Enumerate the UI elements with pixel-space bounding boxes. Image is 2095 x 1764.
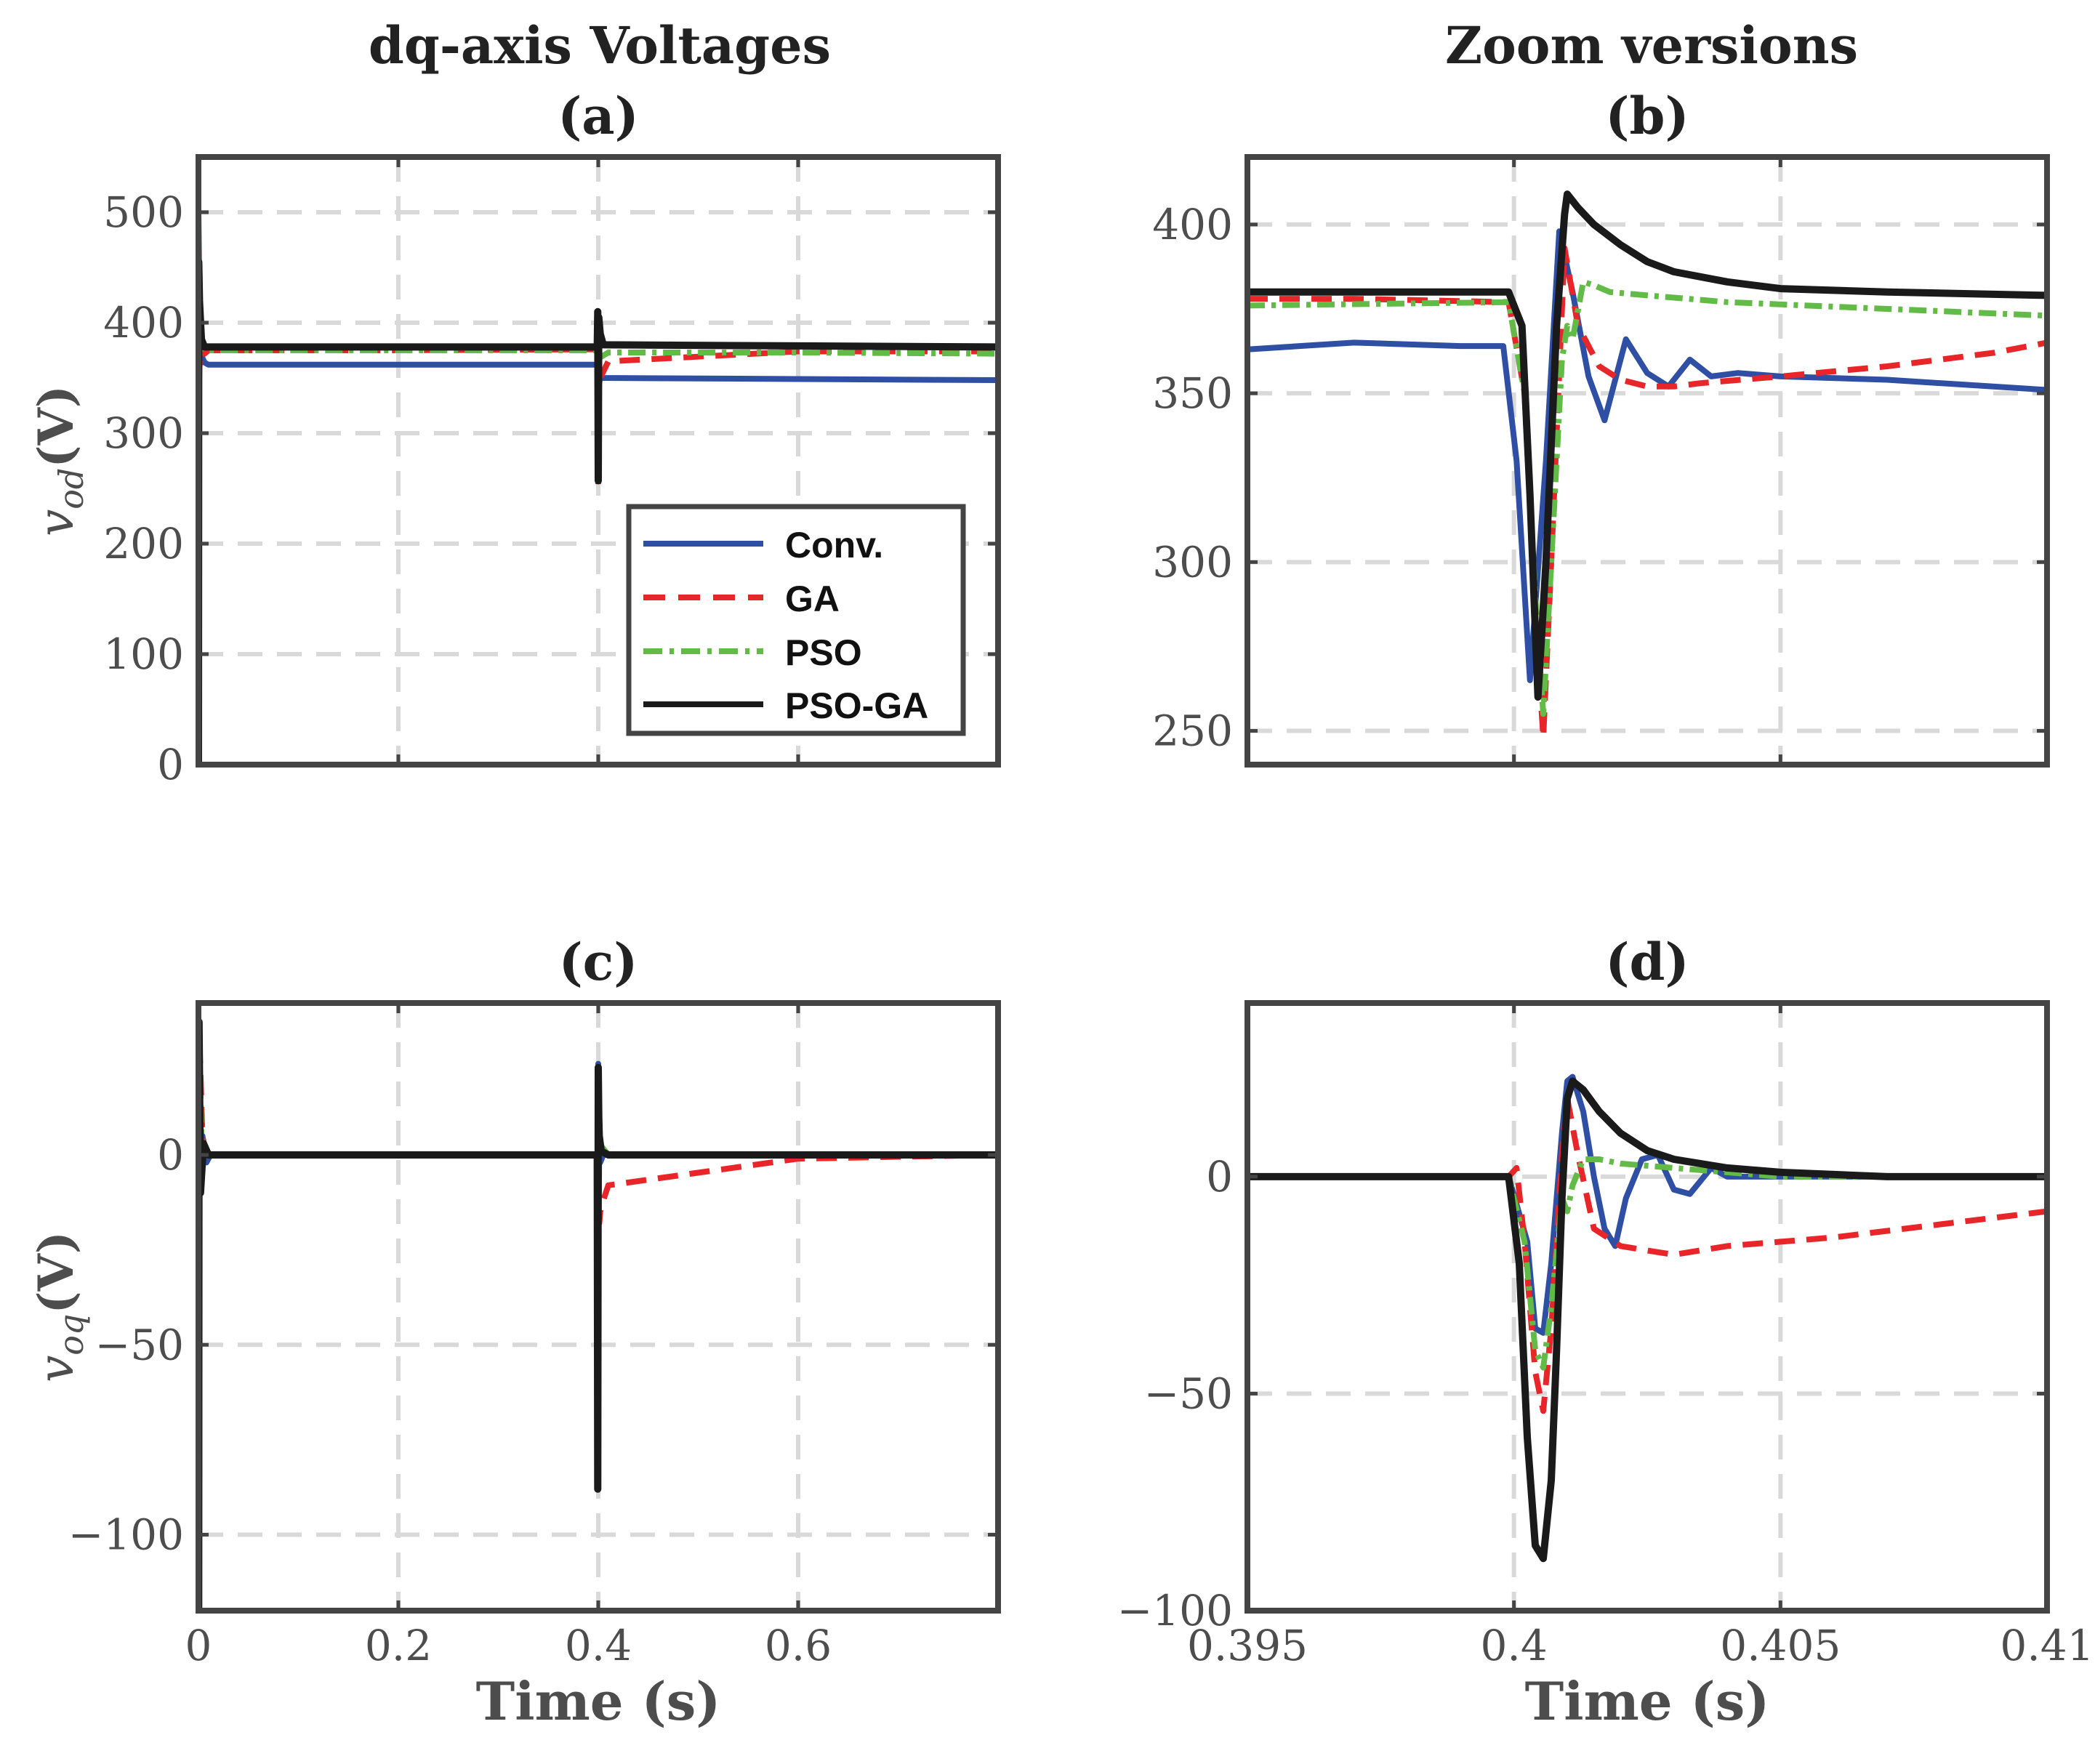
legend-label-ga: GA (785, 579, 840, 619)
y-tick-label: −100 (1117, 1586, 1233, 1635)
x-tick-label: 0.4 (565, 1621, 632, 1670)
y-tick-label: −50 (95, 1320, 184, 1369)
y-tick-label: 400 (103, 298, 184, 347)
series-line-pso (1247, 278, 2047, 717)
y-tick-label: 200 (103, 519, 184, 568)
x-axis-label: Time (s) (1525, 1670, 1770, 1732)
y-axis-label-unit: (V) (28, 1231, 84, 1314)
x-tick-label: 0.2 (365, 1621, 432, 1670)
y-tick-label: −100 (68, 1510, 184, 1560)
x-tick-label: 0.41 (2000, 1621, 2094, 1670)
legend-label-pso-ga: PSO-GA (785, 685, 928, 726)
series-line-conv (1247, 1074, 2047, 1336)
panel-d: 0.395 0.4 0.405 0.41 −100 −50 0 (d) Time (s) (1117, 932, 2094, 1732)
panel-title: (c) (559, 932, 638, 992)
x-tick-label: 0.405 (1720, 1621, 1841, 1670)
y-tick-label: 100 (103, 629, 184, 679)
figure-title: dq-axis Voltages (369, 15, 831, 76)
y-tick-label: 0 (1206, 1152, 1233, 1201)
panel-a: 0 100 200 300 400 500 (a) vod(V) (28, 86, 1001, 789)
y-tick-label: 400 (1152, 200, 1233, 249)
series-line-pso-ga (1247, 190, 2047, 701)
y-axis-label-unit: (V) (28, 385, 84, 468)
panel-b: 250 300 350 400 (b) (1152, 86, 2050, 768)
panel-c: 0 0.2 0.4 0.6 −100 −50 0 (c) Time (s) voq(V) (28, 932, 1001, 1732)
y-tick-label: −50 (1144, 1369, 1233, 1418)
series-group (1247, 1074, 2047, 1563)
legend-label-conv: Conv. (785, 525, 883, 565)
y-tick-label: 250 (1152, 706, 1233, 756)
y-tick-label: 350 (1152, 368, 1233, 418)
y-tick-label: 500 (103, 188, 184, 237)
axes-frame (1244, 154, 2050, 768)
series-line-conv (1247, 228, 2047, 683)
x-axis-label: Time (s) (476, 1670, 721, 1732)
axes-frame (1244, 1000, 2050, 1614)
x-tick-label: 0.4 (1481, 1621, 1548, 1670)
y-tick-label: 0 (157, 1130, 184, 1180)
panel-title: (a) (558, 86, 639, 146)
y-axis-label: voq(V) (28, 1231, 91, 1382)
panel-title: (b) (1605, 86, 1689, 146)
x-tick-label: 0 (185, 1621, 212, 1670)
legend-label-pso: PSO (785, 632, 862, 673)
legend: Conv. GA PSO PSO-GA (626, 504, 966, 736)
panel-title: (d) (1605, 932, 1689, 992)
y-tick-label: 0 (157, 740, 184, 789)
x-tick-label: 0.395 (1187, 1621, 1308, 1670)
y-axis-label-var: v (28, 510, 84, 536)
y-axis-label: vod(V) (28, 385, 91, 536)
series-line-pso-ga (1247, 1077, 2047, 1563)
y-tick-label: 300 (1152, 537, 1233, 587)
x-tick-label: 0.6 (765, 1621, 832, 1670)
y-axis-label-sub: oq (52, 1314, 91, 1356)
series-line-pso (1247, 1156, 2047, 1371)
series-group (1247, 190, 2047, 741)
zoom-title: Zoom versions (1445, 15, 1858, 76)
y-axis-label-var: v (28, 1356, 84, 1382)
series-line-ga (1247, 245, 2047, 741)
y-tick-label: 300 (103, 408, 184, 458)
y-axis-label-sub: od (52, 468, 91, 510)
series-line-ga (1247, 1095, 2047, 1414)
